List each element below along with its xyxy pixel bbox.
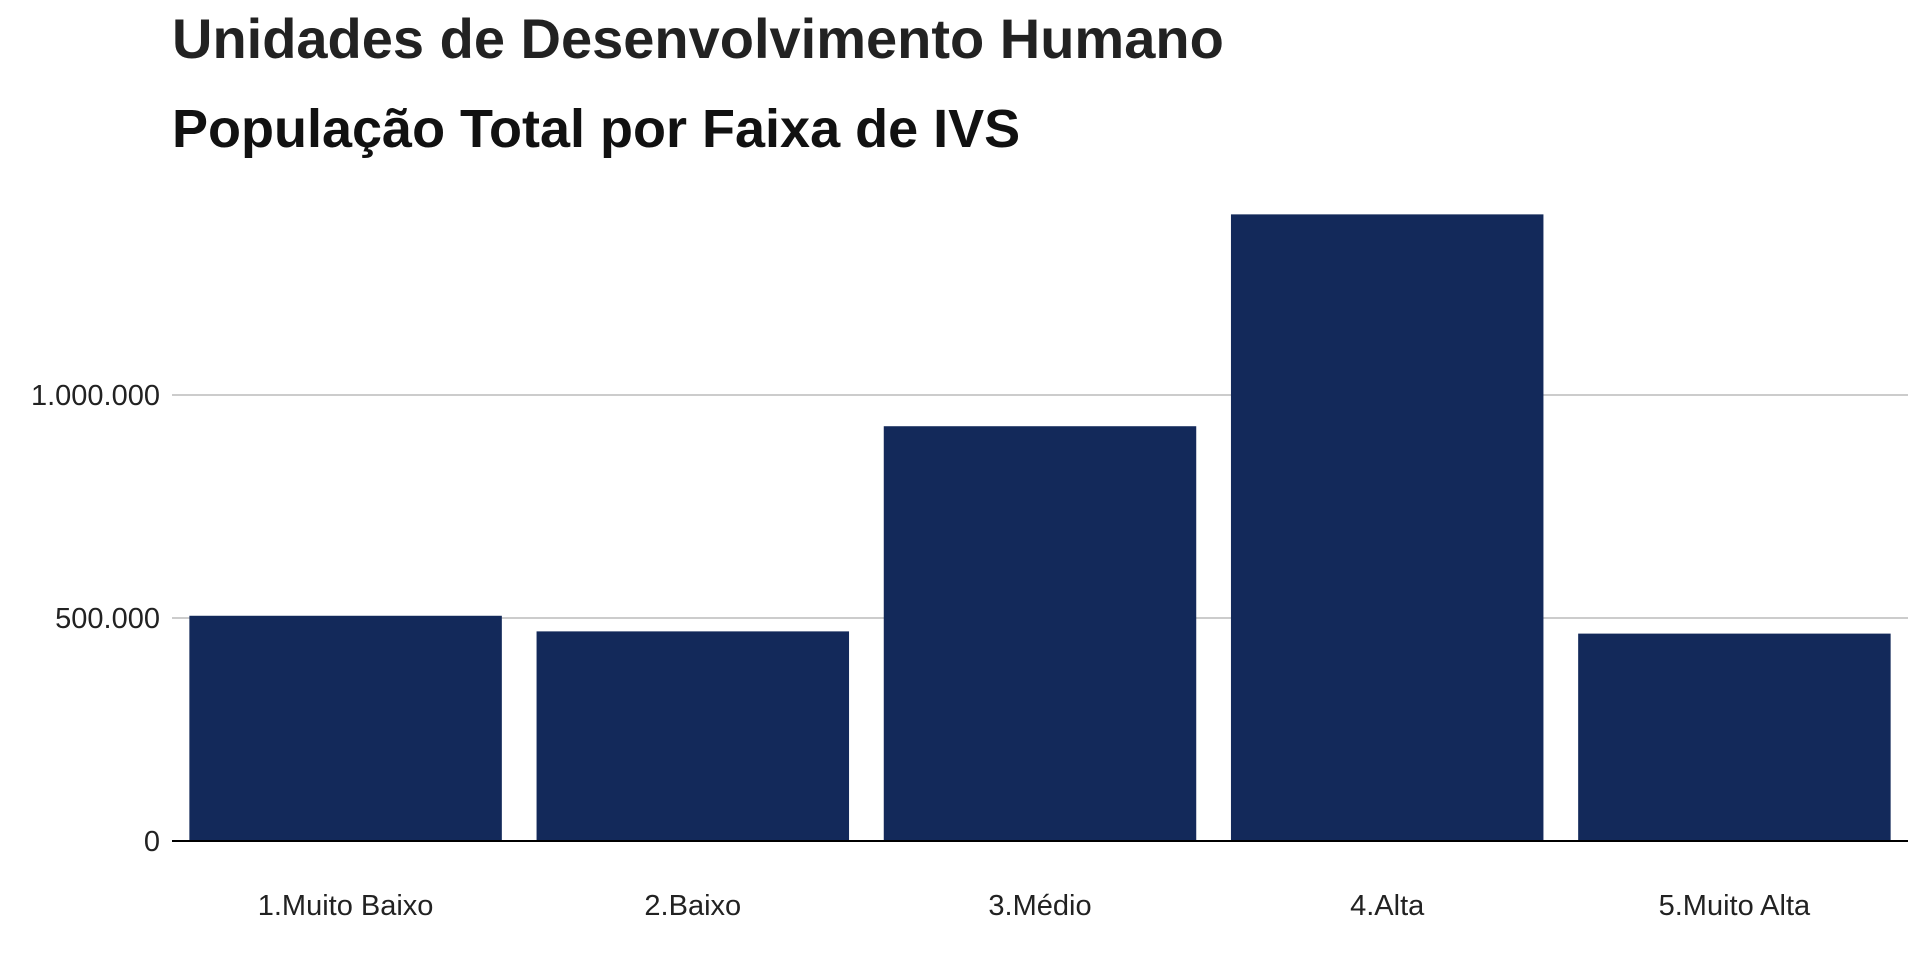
x-tick-label: 3.Médio	[988, 890, 1091, 922]
x-axis-tick-labels: 1.Muito Baixo 2.Baixo 3.Médio 4.Alta 5.Muito…	[258, 890, 1811, 922]
y-axis-tick-labels: 0 500.000 1.000.000	[31, 380, 160, 858]
x-tick-label: 2.Baixo	[644, 890, 741, 922]
chart-subtitle: População Total por Faixa de IVS	[172, 99, 1021, 159]
y-tick-label: 1.000.000	[31, 380, 160, 412]
bar-5	[1578, 633, 1891, 841]
bar-4	[1230, 214, 1544, 841]
bar-3	[883, 426, 1197, 841]
x-tick-label: 5.Muito Alta	[1659, 890, 1811, 922]
x-tick-label: 4.Alta	[1350, 890, 1425, 922]
bars	[189, 214, 1891, 841]
y-tick-label: 500.000	[55, 603, 160, 635]
bar-2	[536, 631, 850, 841]
chart-title: Unidades de Desenvolvimento Humano	[172, 7, 1224, 70]
y-tick-label: 0	[144, 826, 160, 858]
bar-1	[189, 615, 502, 841]
x-tick-label: 1.Muito Baixo	[258, 890, 434, 922]
